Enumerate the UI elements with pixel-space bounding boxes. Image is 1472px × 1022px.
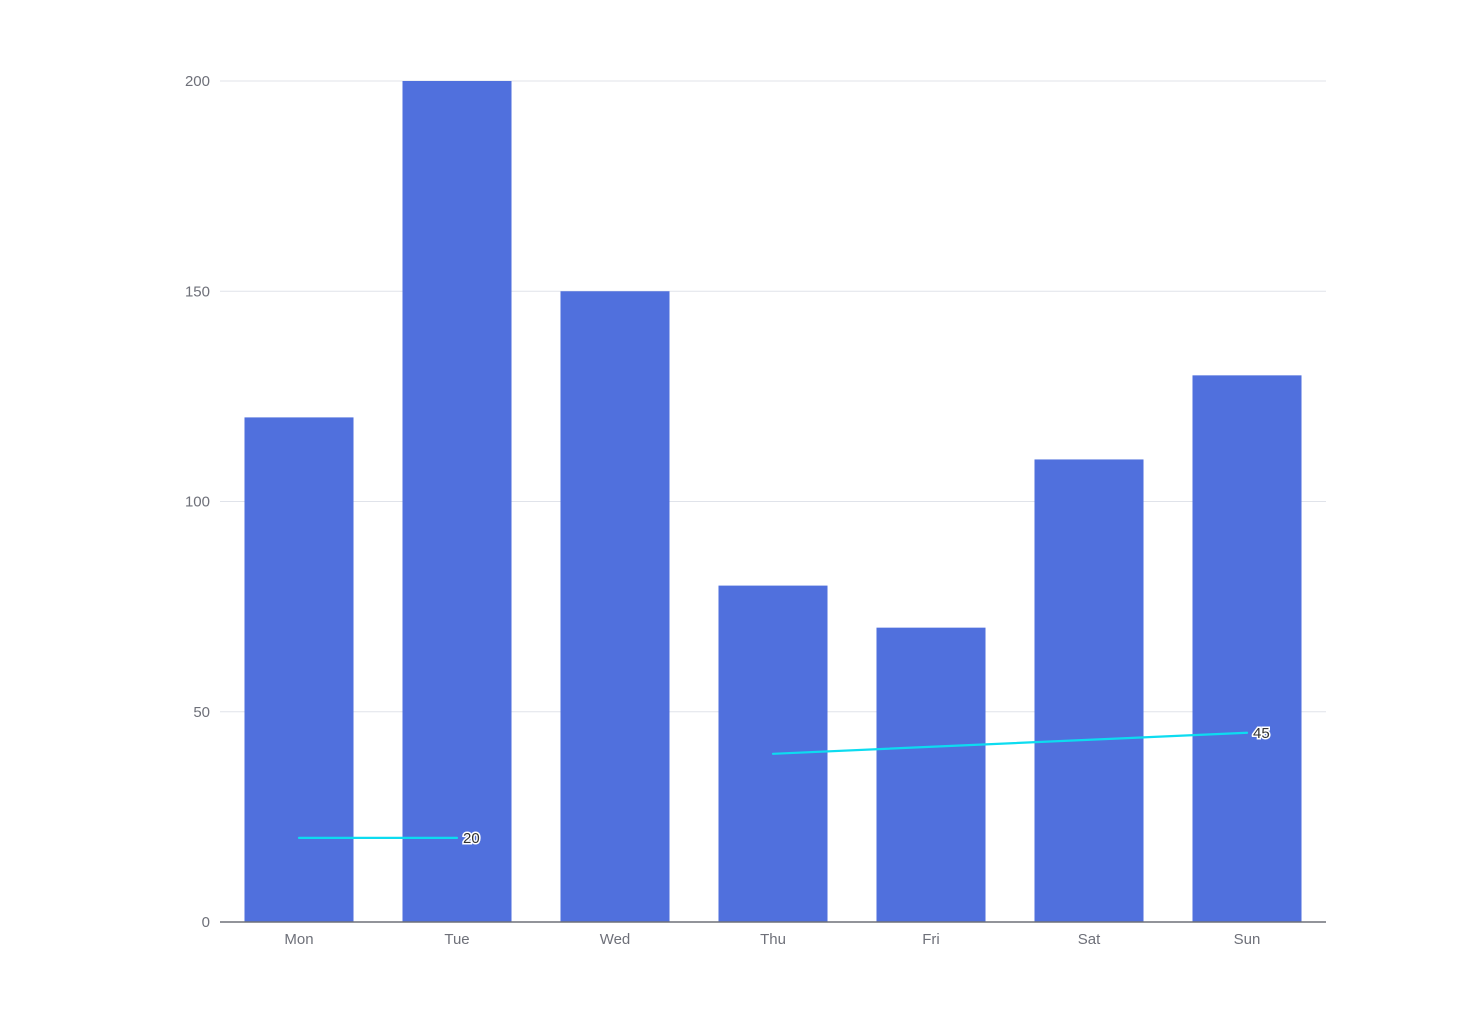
y-tick-label: 100 xyxy=(185,494,210,511)
bar-wed xyxy=(560,291,670,922)
x-tick-label-thu: Thu xyxy=(760,931,786,948)
x-tick-label-wed: Wed xyxy=(600,931,631,948)
line-end-label-1: 20 xyxy=(463,830,480,847)
bar-sun xyxy=(1192,375,1302,923)
y-tick-label: 200 xyxy=(185,73,210,90)
y-tick-label: 50 xyxy=(193,704,210,721)
y-tick-label: 150 xyxy=(185,283,210,300)
x-tick-label-tue: Tue xyxy=(444,931,469,948)
line-end-label-2: 45 xyxy=(1253,725,1270,742)
x-tick-label-mon: Mon xyxy=(284,931,313,948)
bar-series xyxy=(244,81,1302,923)
bar-mon xyxy=(244,417,354,922)
line-series xyxy=(297,731,1249,840)
y-tick-label: 0 xyxy=(202,914,210,931)
x-tick-label-fri: Fri xyxy=(922,931,940,948)
bar-tue xyxy=(402,81,512,922)
line-segment-2 xyxy=(771,731,1249,755)
bar-sat xyxy=(1034,459,1144,922)
axes: 0 50 100 150 200 Mon Tue Wed Thu Fri Sat Sun xyxy=(185,73,1326,948)
x-tick-label-sun: Sun xyxy=(1234,931,1261,948)
bar-fri xyxy=(876,627,986,922)
x-tick-label-sat: Sat xyxy=(1078,931,1101,948)
